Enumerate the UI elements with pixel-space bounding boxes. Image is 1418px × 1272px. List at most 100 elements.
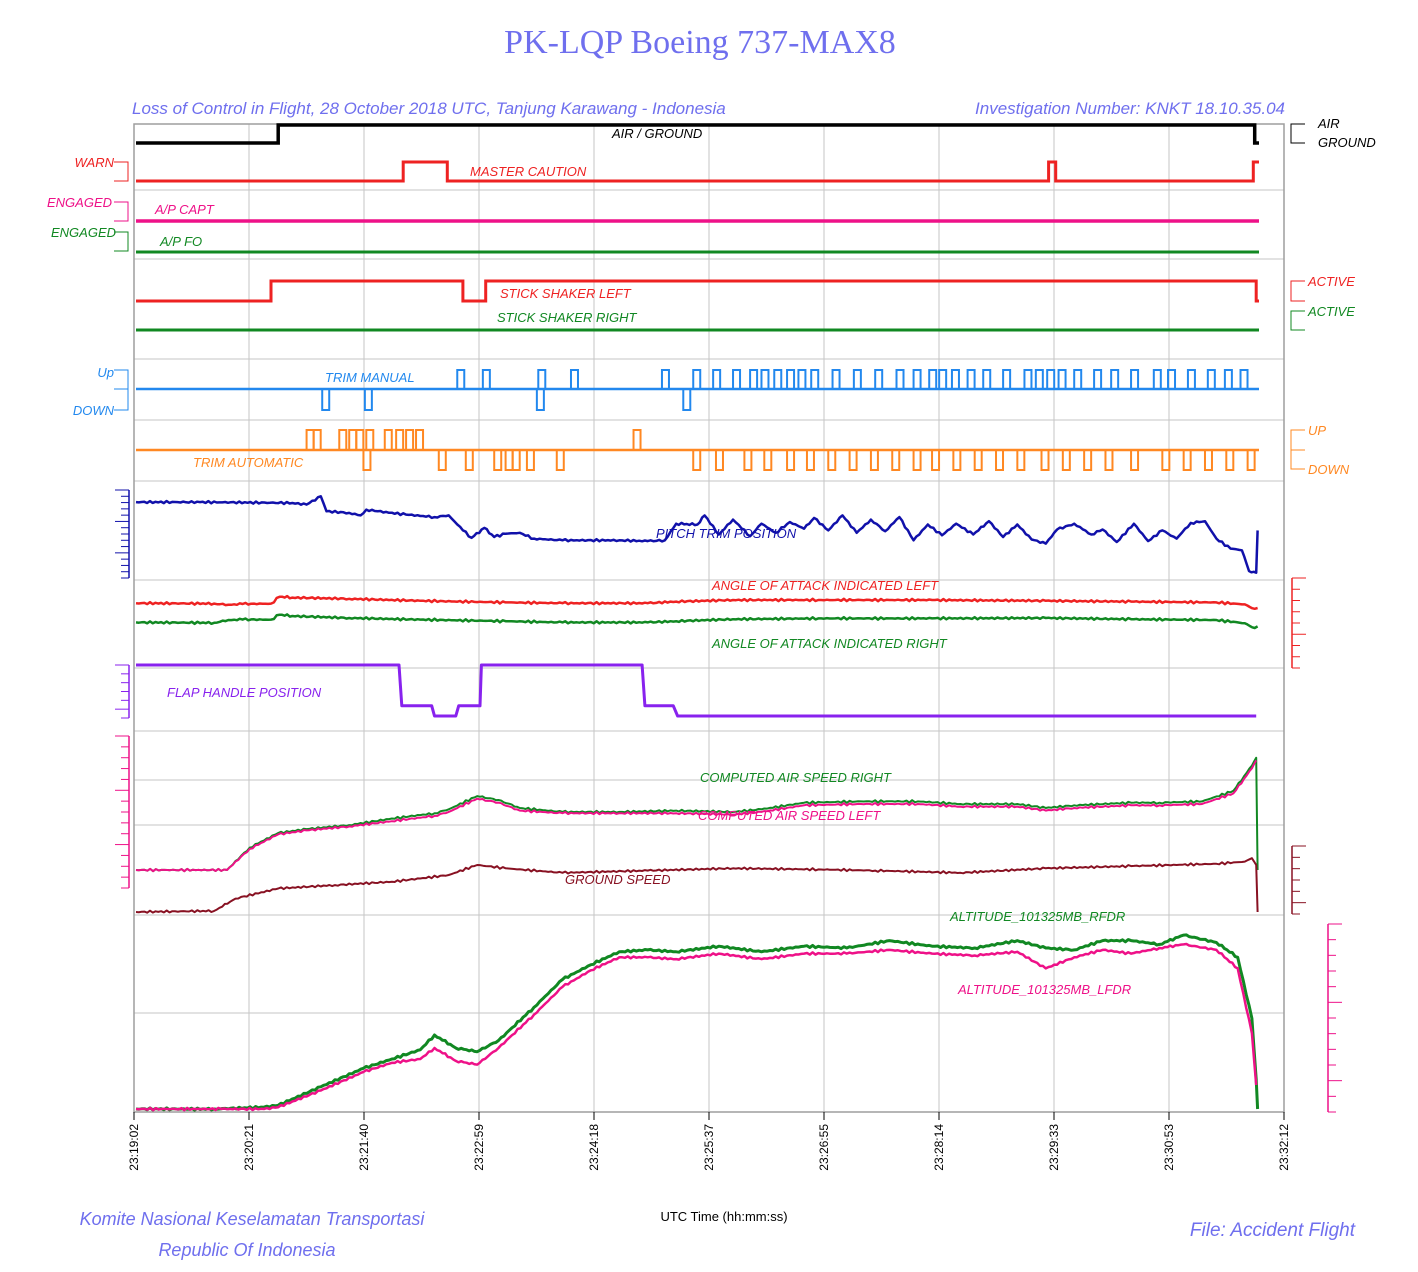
trim-automatic-pulse xyxy=(869,450,879,471)
x-tick-label: 23:30:53 xyxy=(1162,1124,1176,1171)
trim-manual-pulse xyxy=(1110,369,1120,389)
trim-manual-pulse xyxy=(692,369,702,389)
trim-automatic-pulse xyxy=(525,450,535,471)
trim-automatic-pulse xyxy=(1040,450,1050,471)
subtitle-left: Loss of Control in Flight, 28 October 20… xyxy=(132,99,726,118)
trace-altitude-101325mb-lfdr xyxy=(135,942,1258,1112)
trim-manual-pulse xyxy=(363,389,373,411)
trim-manual-pulse xyxy=(1167,369,1177,389)
trim-manual-pulse xyxy=(950,369,960,389)
air-ground-high-label: AIR xyxy=(1317,116,1340,131)
trim-manual-pulse xyxy=(810,369,820,389)
trim-automatic-pulse xyxy=(827,450,837,471)
trim-manual-pulse xyxy=(1057,369,1067,389)
trim-manual-pulse xyxy=(1152,369,1162,389)
page-title: PK-LQP Boeing 737-MAX8 xyxy=(504,24,896,61)
x-tick-label: 23:29:33 xyxy=(1047,1124,1061,1171)
series-label-trim-automatic: TRIM AUTOMATIC xyxy=(193,455,304,470)
trim-auto-down-label: DOWN xyxy=(1308,462,1350,477)
state-bracket xyxy=(1290,310,1305,331)
trim-manual-pulse xyxy=(682,389,692,411)
trim-automatic-pulse xyxy=(464,450,474,471)
trim-manual-pulse xyxy=(895,369,905,389)
trim-manual-pulse xyxy=(732,369,742,389)
trim-automatic-pulse xyxy=(973,450,983,471)
trim-automatic-pulse xyxy=(1061,450,1071,471)
trim-auto-up-label: UP xyxy=(1308,423,1326,438)
trim-automatic-pulse xyxy=(383,429,393,450)
grid xyxy=(134,124,1284,1112)
trim-automatic-pulse xyxy=(348,429,358,450)
state-bracket xyxy=(1290,429,1305,451)
trim-automatic-pulse xyxy=(365,429,375,450)
trim-automatic-pulse xyxy=(1246,450,1256,471)
trim-automatic-pulse xyxy=(305,429,315,450)
trim-manual-pulse xyxy=(938,369,948,389)
trace-altitude-101325mb-rfdr xyxy=(135,933,1260,1112)
series-label-pitch-trim-position: PITCH TRIM POSITION xyxy=(656,526,797,541)
trim-manual-pulse xyxy=(831,369,841,389)
trace-stick-shaker-left xyxy=(136,279,1259,303)
trim-manual-pulse xyxy=(773,369,783,389)
trim-manual-pulse xyxy=(321,389,331,411)
trim-manual-pulse xyxy=(537,369,547,389)
trim-manual-pulse xyxy=(749,369,759,389)
trim-automatic-pulse xyxy=(632,429,642,450)
series-label-computed-air-speed-right: COMPUTED AIR SPEED RIGHT xyxy=(700,770,892,785)
trim-manual-pulse xyxy=(1223,369,1233,389)
trim-automatic-pulse xyxy=(1083,450,1093,471)
x-tick-label: 23:32:12 xyxy=(1277,1124,1291,1171)
series-label-altitude-101325mb-lfdr: ALTITUDE_101325MB_LFDR xyxy=(957,982,1131,997)
subtitle-right: Investigation Number: KNKT 18.10.35.04 xyxy=(975,99,1285,118)
trim-automatic-pulse xyxy=(931,450,941,471)
footer-file: File: Accident Flight xyxy=(1190,1220,1356,1241)
trim-manual-pulse xyxy=(1239,369,1249,389)
series-label-master-caution: MASTER CAUTION xyxy=(470,164,587,179)
trim-manual-pulse xyxy=(786,369,796,389)
trim-automatic-pulse xyxy=(1182,450,1192,471)
stick-shaker-right-state-label: ACTIVE xyxy=(1307,304,1355,319)
x-tick-label: 23:24:18 xyxy=(587,1124,601,1171)
ap-capt-state-label: ENGAGED xyxy=(47,195,112,210)
trim-manual-pulse xyxy=(1093,369,1103,389)
trace-flap-handle-position xyxy=(136,663,1257,718)
trace-master-caution xyxy=(136,160,1259,183)
trim-automatic-pulse xyxy=(395,429,405,450)
trim-automatic-pulse xyxy=(805,450,815,471)
trim-manual-pulse xyxy=(1034,369,1044,389)
trim-automatic-pulse xyxy=(493,450,503,471)
trim-automatic-pulse xyxy=(1016,450,1026,471)
x-tick-label: 23:22:59 xyxy=(472,1124,486,1171)
trim-manual-pulse xyxy=(966,369,976,389)
x-tick-label: 23:19:02 xyxy=(127,1124,141,1171)
trace-pitch-trim-position xyxy=(135,495,1259,574)
state-bracket xyxy=(114,388,129,411)
trim-automatic-pulse xyxy=(1130,450,1140,471)
trim-manual-pulse xyxy=(569,369,579,389)
trim-manual-pulse xyxy=(928,369,938,389)
trim-automatic-pulse xyxy=(511,450,521,471)
trim-manual-pulse xyxy=(535,389,545,411)
trim-manual-up-label: Up xyxy=(97,365,114,380)
series-label-altitude-101325mb-rfdr: ALTITUDE_101325MB_RFDR xyxy=(949,909,1125,924)
label-layer: AIR / GROUND MASTER CAUTION A/P CAPT A/P FO… xyxy=(47,116,1376,1113)
trim-manual-pulse xyxy=(1073,369,1083,389)
state-bracket xyxy=(114,369,129,390)
series-label-air-ground: AIR / GROUND xyxy=(611,126,702,141)
trim-manual-pulse xyxy=(1206,369,1216,389)
trim-automatic-pulse xyxy=(714,450,724,471)
trim-automatic-pulse xyxy=(1203,450,1213,471)
series-label-angle-of-attack-indicated-right: ANGLE OF ATTACK INDICATED RIGHT xyxy=(711,636,948,651)
trim-manual-pulse xyxy=(874,369,884,389)
trim-automatic-pulse xyxy=(912,450,922,471)
trace-angle-of-attack-indicated-left xyxy=(135,594,1258,611)
trim-automatic-pulse xyxy=(692,450,702,471)
trim-manual-pulse xyxy=(481,369,491,389)
trim-automatic-pulse xyxy=(405,429,415,450)
x-axis-label: UTC Time (hh:mm:ss) xyxy=(660,1209,787,1224)
trim-manual-down-label: DOWN xyxy=(73,403,115,418)
trim-manual-pulse xyxy=(1002,369,1012,389)
trace-angle-of-attack-indicated-right xyxy=(135,613,1259,630)
trim-manual-pulse xyxy=(660,369,670,389)
state-bracket xyxy=(114,201,129,222)
